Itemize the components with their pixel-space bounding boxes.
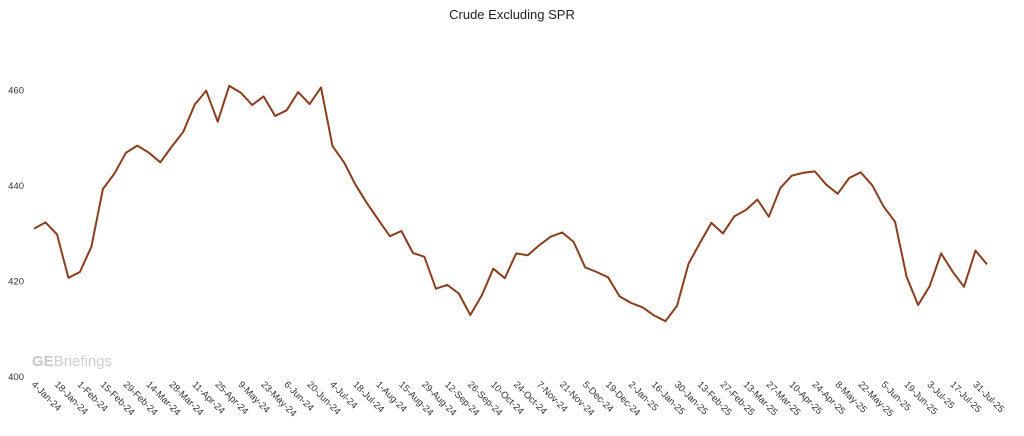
watermark: GEBriefings [32, 353, 112, 370]
watermark-brand-rest: Briefings [54, 353, 112, 370]
y-tick-label: 440 [8, 181, 24, 192]
watermark-brand-bold: GE [32, 353, 54, 370]
series-layer [33, 84, 988, 323]
y-axis: 400 420 440 460 [8, 86, 24, 383]
y-tick-label: 400 [8, 372, 24, 383]
series-line [33, 84, 988, 323]
y-tick-label: 460 [8, 86, 24, 97]
x-axis: 4-Jan-2418-Jan-241-Feb-2415-Feb-2429-Feb… [29, 379, 1006, 419]
chart-title: Crude Excluding SPR [449, 7, 575, 22]
y-tick-label: 420 [8, 277, 24, 288]
